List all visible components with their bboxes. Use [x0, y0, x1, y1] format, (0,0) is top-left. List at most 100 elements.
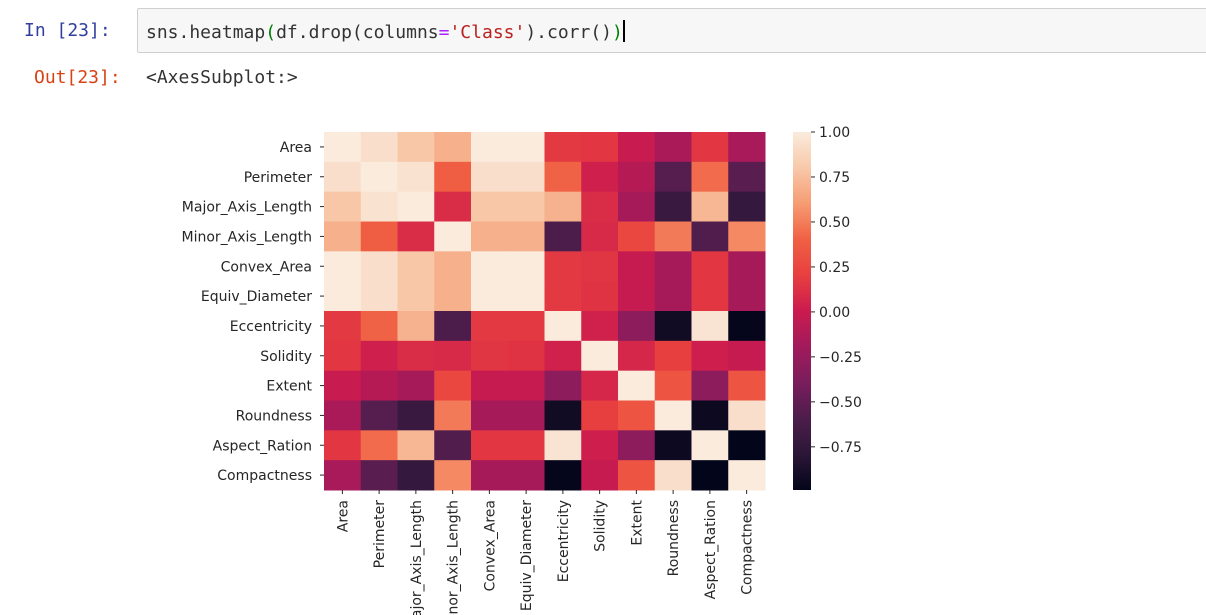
heatmap-cell [544, 311, 582, 342]
heatmap-cell [691, 340, 729, 372]
heatmap-cell [544, 132, 582, 163]
heatmap-cell [654, 311, 692, 342]
heatmap-cell [654, 340, 692, 372]
heatmap-cell [397, 281, 435, 312]
heatmap-cell [728, 281, 766, 312]
heatmap-cell [654, 251, 692, 282]
heatmap-cell [507, 132, 545, 163]
heatmap-cell [654, 132, 692, 163]
heatmap-cell [507, 340, 545, 372]
heatmap-cell [544, 460, 582, 491]
heatmap-cell [691, 311, 729, 342]
text-cursor [622, 20, 625, 42]
heatmap-cell [691, 430, 729, 461]
heatmap-cell [728, 132, 766, 163]
heatmap-cell [728, 221, 766, 252]
x-tick-label: Solidity [593, 500, 609, 552]
heatmap-cell [397, 251, 435, 282]
heatmap-cells [324, 132, 766, 491]
code-tail: ).corr() [525, 22, 613, 43]
heatmap-cell [324, 281, 362, 312]
heatmap-cell [618, 161, 656, 193]
heatmap-cell [434, 340, 472, 372]
heatmap-cell [654, 460, 692, 491]
heatmap-cell [581, 370, 619, 401]
heatmap-cell [581, 400, 619, 431]
heatmap-cell [471, 430, 509, 461]
heatmap-cell [728, 340, 766, 372]
heatmap-cell [728, 400, 766, 431]
heatmap-cell [507, 460, 545, 491]
heatmap-cell [728, 460, 766, 491]
heatmap-cell [397, 370, 435, 401]
heatmap-cell [324, 161, 362, 193]
heatmap-cell [471, 400, 509, 431]
y-tick-label: Minor_Axis_Length [182, 229, 313, 245]
heatmap-cell [397, 191, 435, 222]
heatmap-cell [471, 221, 509, 252]
heatmap-cell [544, 191, 582, 222]
heatmap-cell [324, 340, 362, 372]
heatmap-cell [654, 191, 692, 222]
heatmap-cell [581, 311, 619, 342]
heatmap-cell [507, 281, 545, 312]
x-tick-label: Area [335, 500, 351, 532]
heatmap-cell [691, 132, 729, 163]
heatmap-cell [581, 430, 619, 461]
code-text[interactable]: sns.heatmap(df.drop(columns='Class').cor… [146, 20, 625, 43]
heatmap-cell [544, 161, 582, 193]
heatmap-cell [471, 132, 509, 163]
heatmap-cell [728, 430, 766, 461]
heatmap-cell [728, 311, 766, 342]
heatmap-cell [581, 191, 619, 222]
heatmap-cell [397, 221, 435, 252]
heatmap-cell [691, 460, 729, 491]
heatmap-cell [471, 191, 509, 222]
heatmap-cell [581, 161, 619, 193]
heatmap-cell [360, 400, 398, 431]
row-labels: Area Perimeter Major_Axis_Length Minor_Axis… [182, 140, 324, 484]
heatmap-cell [618, 251, 656, 282]
heatmap-cell [654, 221, 692, 252]
heatmap-cell [691, 281, 729, 312]
heatmap-cell [434, 460, 472, 491]
heatmap-cell [728, 191, 766, 222]
heatmap-cell [581, 281, 619, 312]
heatmap-cell [324, 251, 362, 282]
heatmap-cell [324, 191, 362, 222]
heatmap-cell [691, 191, 729, 222]
y-tick-label: Area [280, 140, 312, 156]
heatmap-cell [618, 430, 656, 461]
heatmap-cell [618, 132, 656, 163]
heatmap-cell [544, 400, 582, 431]
code-input-cell[interactable]: sns.heatmap(df.drop(columns='Class').cor… [137, 8, 1206, 53]
colorbar-tick-label: 1.00 [819, 125, 850, 141]
heatmap-cell [544, 281, 582, 312]
code-string: 'Class' [449, 22, 526, 43]
x-tick-label: Perimeter [372, 500, 388, 569]
heatmap-cell [471, 370, 509, 401]
x-tick-label: Aspect_Ration [703, 500, 719, 599]
heatmap-cell [434, 191, 472, 222]
x-tick-label: Minor_Axis_Length [446, 500, 462, 615]
heatmap-cell [618, 281, 656, 312]
heatmap-cell [507, 251, 545, 282]
heatmap-cell [434, 311, 472, 342]
x-tick-label: Extent [629, 500, 645, 546]
heatmap-cell [397, 340, 435, 372]
heatmap-cell [360, 132, 398, 163]
y-tick-label: Major_Axis_Length [182, 200, 312, 216]
y-tick-label: Eccentricity [230, 319, 312, 335]
x-tick-label: Convex_Area [482, 500, 498, 591]
heatmap-cell [691, 370, 729, 401]
heatmap-cell [654, 370, 692, 401]
heatmap-cell [618, 340, 656, 372]
colorbar-tick-label: −0.75 [819, 440, 862, 456]
heatmap-cell [654, 281, 692, 312]
heatmap-cell [581, 340, 619, 372]
code-func: sns.heatmap [146, 22, 266, 43]
heatmap-cell [471, 311, 509, 342]
x-tick-label: Major_Axis_Length [409, 500, 425, 615]
y-tick-label: Extent [266, 379, 312, 395]
heatmap-cell [397, 311, 435, 342]
